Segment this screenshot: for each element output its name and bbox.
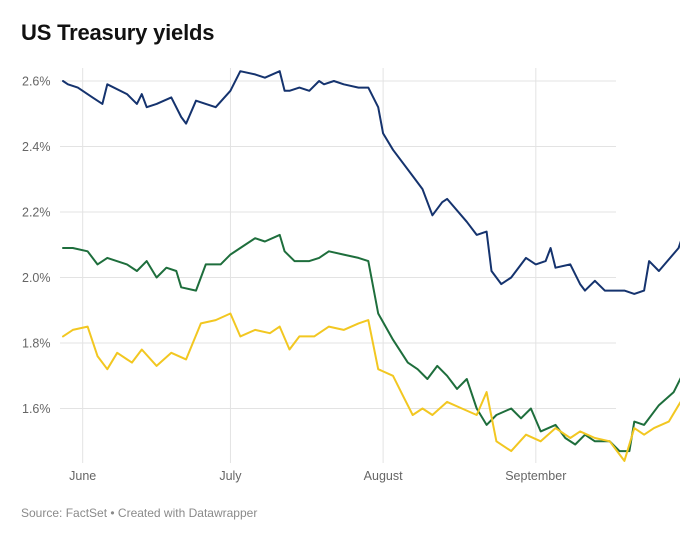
x-tick-label: September	[505, 469, 566, 483]
x-tick-label: July	[219, 469, 242, 483]
y-tick-label: 2.4%	[22, 140, 51, 154]
y-tick-label: 1.6%	[22, 402, 51, 416]
y-tick-label: 2.2%	[22, 206, 51, 220]
y-tick-label: 2.6%	[22, 75, 51, 89]
y-tick-label: 1.8%	[22, 337, 51, 351]
x-tick-label: August	[364, 469, 403, 483]
series-line-2-year	[62, 312, 680, 462]
series-lines	[62, 70, 680, 462]
x-tick-label: June	[69, 469, 96, 483]
y-tick-label: 2.0%	[22, 271, 51, 285]
axis-labels: 2.6% 2.4% 2.2% 2.0% 1.8% 1.6% June July August Se…	[22, 75, 566, 484]
source-footer: Source: FactSet • Created with Datawrapp…	[21, 506, 258, 520]
series-line-10-year	[62, 233, 680, 453]
series-line-30-year	[62, 70, 680, 295]
chart-title: US Treasury yields	[21, 20, 215, 45]
